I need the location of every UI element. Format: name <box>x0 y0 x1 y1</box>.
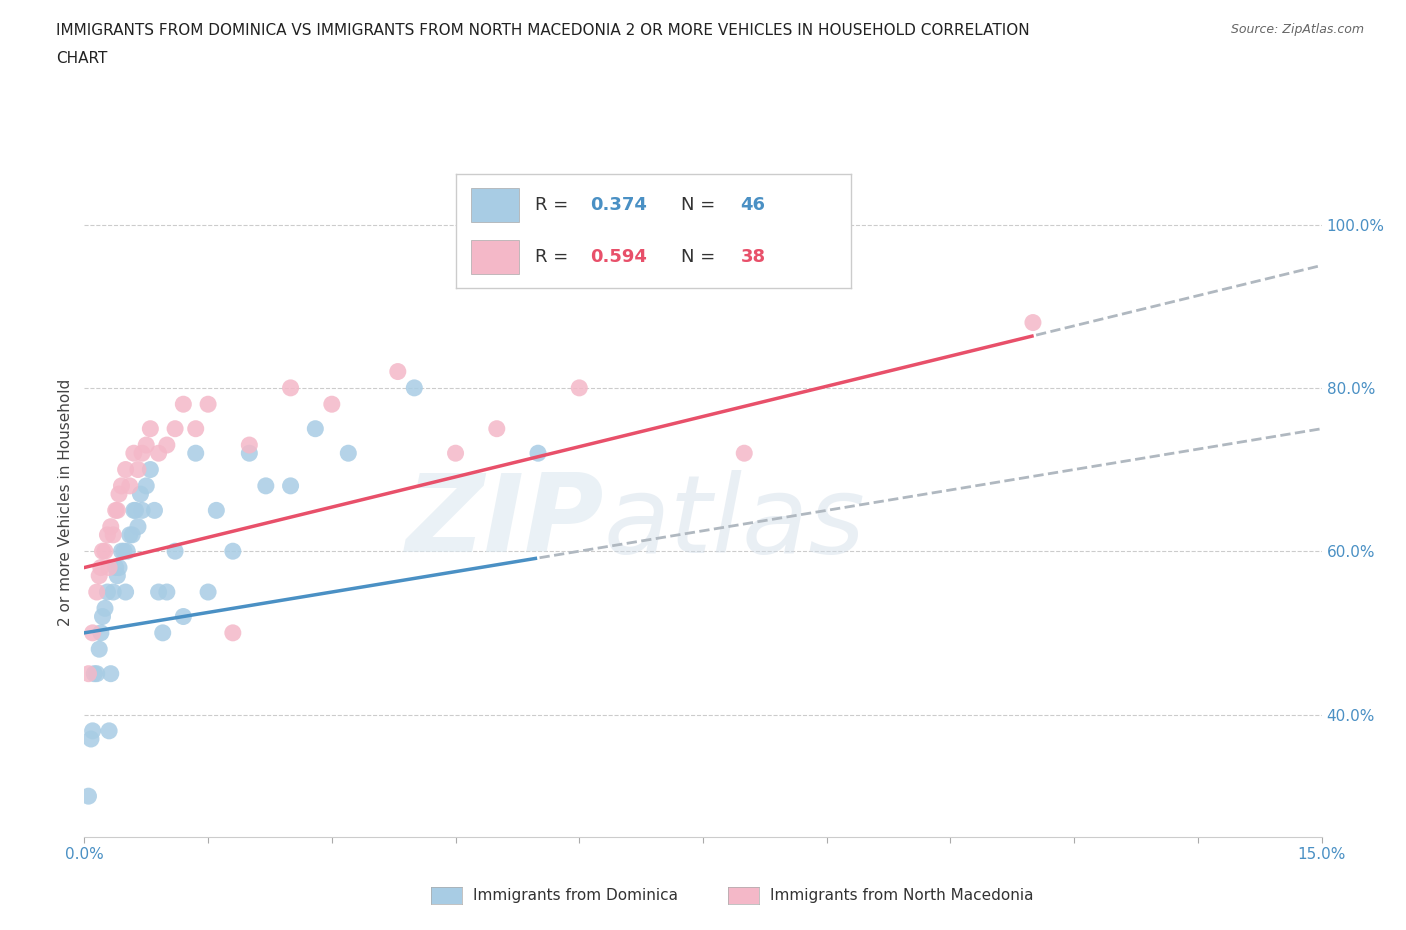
Point <box>156 585 179 600</box>
Point <box>197 397 219 412</box>
Point <box>90 625 112 640</box>
Point <box>90 560 112 575</box>
Point <box>404 380 426 395</box>
Point <box>124 503 146 518</box>
Point <box>238 438 260 453</box>
Point <box>148 585 170 600</box>
Point <box>77 789 100 804</box>
Point <box>114 462 136 477</box>
Text: IMMIGRANTS FROM DOMINICA VS IMMIGRANTS FROM NORTH MACEDONIA 2 OR MORE VEHICLES I: IMMIGRANTS FROM DOMINICA VS IMMIGRANTS F… <box>56 23 1029 38</box>
Point <box>184 421 207 436</box>
Point <box>568 380 591 395</box>
Point <box>321 397 343 412</box>
Point <box>733 445 755 460</box>
Point <box>110 478 132 493</box>
Point <box>254 478 277 493</box>
Point <box>100 519 122 534</box>
Point <box>110 544 132 559</box>
Point <box>122 503 145 518</box>
Point <box>105 568 128 583</box>
Point <box>77 666 100 681</box>
Point <box>184 445 207 460</box>
Point <box>156 438 179 453</box>
Point <box>108 560 131 575</box>
Point <box>104 503 127 518</box>
Point <box>96 527 118 542</box>
Point <box>205 503 228 518</box>
Point <box>172 397 194 412</box>
Point <box>148 445 170 460</box>
Point <box>131 503 153 518</box>
Point <box>135 438 157 453</box>
Point <box>143 503 166 518</box>
Point <box>165 421 187 436</box>
Point <box>121 527 143 542</box>
Point <box>82 625 104 640</box>
Point <box>127 462 149 477</box>
Point <box>337 445 360 460</box>
Point <box>139 421 162 436</box>
Point <box>197 585 219 600</box>
Point <box>527 445 550 460</box>
Point <box>1022 315 1045 330</box>
Point <box>108 486 131 501</box>
Text: ZIP: ZIP <box>406 470 605 576</box>
Point <box>103 527 125 542</box>
Text: CHART: CHART <box>56 51 108 66</box>
Point <box>80 732 103 747</box>
Point <box>96 585 118 600</box>
Point <box>89 568 111 583</box>
Point <box>280 380 302 395</box>
Point <box>485 421 508 436</box>
Point <box>238 445 260 460</box>
Point <box>91 544 114 559</box>
Point <box>112 544 135 559</box>
Point <box>98 724 121 738</box>
Point <box>98 560 121 575</box>
Point <box>118 478 141 493</box>
Point <box>83 666 105 681</box>
Point <box>222 544 245 559</box>
Point <box>152 625 174 640</box>
Point <box>172 609 194 624</box>
Text: Source: ZipAtlas.com: Source: ZipAtlas.com <box>1230 23 1364 36</box>
Point <box>82 724 104 738</box>
Point <box>94 544 117 559</box>
Point <box>122 445 145 460</box>
Point <box>105 503 128 518</box>
Text: Immigrants from North Macedonia: Immigrants from North Macedonia <box>770 888 1033 903</box>
Point <box>89 642 111 657</box>
Point <box>103 585 125 600</box>
Point <box>129 486 152 501</box>
Point <box>86 666 108 681</box>
Point <box>127 519 149 534</box>
Point <box>91 609 114 624</box>
Point <box>94 601 117 616</box>
Point <box>100 666 122 681</box>
Point <box>131 445 153 460</box>
Point <box>118 527 141 542</box>
Point <box>304 421 326 436</box>
Point <box>280 478 302 493</box>
Point <box>222 625 245 640</box>
Text: atlas: atlas <box>605 470 866 575</box>
Point <box>135 478 157 493</box>
Point <box>444 445 467 460</box>
Point <box>104 560 127 575</box>
Point <box>114 585 136 600</box>
Point <box>387 365 409 379</box>
Point <box>117 544 139 559</box>
Point <box>139 462 162 477</box>
Text: Immigrants from Dominica: Immigrants from Dominica <box>472 888 678 903</box>
Point <box>165 544 187 559</box>
Y-axis label: 2 or more Vehicles in Household: 2 or more Vehicles in Household <box>58 379 73 626</box>
Point <box>86 585 108 600</box>
